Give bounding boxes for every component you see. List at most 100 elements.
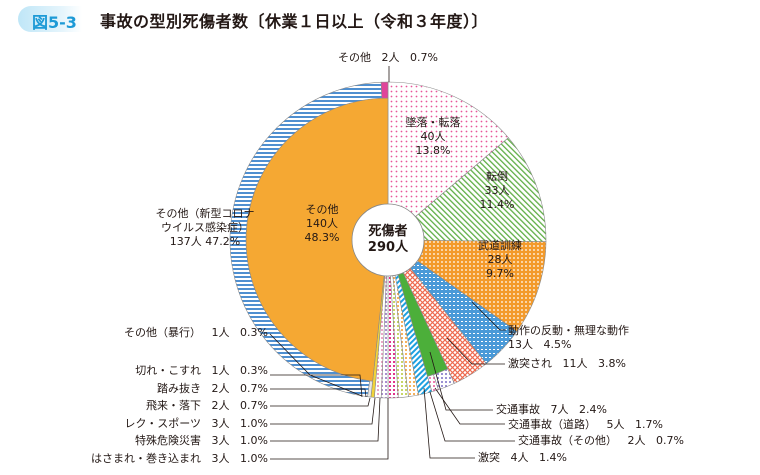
slice-label: 飛来・落下 <box>146 399 202 412</box>
chart-title: 事故の型別死傷者数〔休業１日以上（令和３年度）〕 <box>100 12 489 31</box>
leader-line <box>429 391 515 442</box>
slice-count: 1人 <box>211 364 230 377</box>
slice-count: 2人 <box>211 399 230 412</box>
slice-label: 特殊危険災害 <box>135 434 202 447</box>
label-tumble: 転倒 33人 11.4% <box>480 170 515 212</box>
slice-percent: 2.4% <box>579 403 607 416</box>
slice-percent: 4.5% <box>543 338 572 351</box>
slice-percent: 1.0% <box>240 434 268 447</box>
slice-label: 切れ・こすれ <box>135 364 202 377</box>
slice-count: 137人 <box>169 235 202 248</box>
leader-line <box>423 387 475 459</box>
slice-percent: 9.7% <box>486 267 514 280</box>
label-traffic-other: 交通事故（その他） 2人 0.7% <box>518 434 684 448</box>
slice-percent: 47.2% <box>205 235 241 248</box>
slice-label: その他 <box>305 203 339 216</box>
center-label-total: 290人 <box>367 240 409 255</box>
slice-percent: 1.0% <box>240 452 268 465</box>
slice-label: はさまれ・巻き込まれ <box>91 452 202 465</box>
figure-number-badge: 図5-3 <box>18 6 82 32</box>
slice-label: 交通事故（その他） <box>518 434 617 447</box>
slice-label: その他 <box>338 51 372 64</box>
label-recreation: レク・スポーツ 3人 1.0% <box>124 417 268 431</box>
label-traffic: 交通事故 7人 2.4% <box>496 403 607 417</box>
leader-line <box>471 301 506 331</box>
label-special-hazard: 特殊危険災害 3人 1.0% <box>135 434 268 448</box>
slice-percent: 13.8% <box>415 144 451 157</box>
slice-percent: 0.3% <box>240 364 268 377</box>
slice-percent: 1.7% <box>635 418 663 431</box>
slice-percent: 1.0% <box>240 417 268 430</box>
slice-label: 激突 <box>478 451 500 464</box>
slice-count: 140人 <box>305 217 338 230</box>
slice-count: 3人 <box>211 434 230 447</box>
label-fall: 墜落・転落 40人 13.8% <box>406 116 461 158</box>
slice-count: 11人 <box>562 357 588 370</box>
center-label-line1: 死傷者 <box>368 224 408 239</box>
label-other: その他 140人 48.3% <box>305 203 340 245</box>
slice-count: 2人 <box>381 51 400 64</box>
label-caught-in: はさまれ・巻き込まれ 3人 1.0% <box>91 452 268 466</box>
slice-count: 7人 <box>550 403 569 416</box>
leader-line <box>269 333 363 397</box>
slice-label: 交通事故（道路） <box>508 418 596 431</box>
slice-count: 2人 <box>211 382 230 395</box>
slice-percent: 0.3% <box>240 326 268 339</box>
leader-line <box>270 388 367 398</box>
slice-count: 40人 <box>420 130 446 143</box>
slice-count: 33人 <box>484 184 510 197</box>
label-step-through: 踏み抜き 2人 0.7% <box>157 382 268 396</box>
pie-slice <box>387 239 547 332</box>
slice-label: 激突され <box>508 357 552 370</box>
slice-count: 28人 <box>487 253 513 266</box>
figure-number: 図5-3 <box>32 13 77 32</box>
slice-label: 武道訓練 <box>478 239 522 252</box>
leader-line <box>270 398 389 460</box>
label-collision: 激突 4人 1.4% <box>478 451 567 465</box>
label-other-violence: その他（暴行） 1人 0.3% <box>124 326 268 340</box>
slice-count: 2人 <box>627 434 646 447</box>
leader-line <box>446 337 505 365</box>
slice-percent: 3.8% <box>598 357 626 370</box>
slice-label: 転倒 <box>485 170 508 183</box>
slice-percent: 1.4% <box>539 451 567 464</box>
center-hole <box>351 203 425 277</box>
slice-label-line2: ウイルス感染症） <box>161 221 249 234</box>
leader-line <box>434 387 505 425</box>
label-martial-arts: 武道訓練 28人 9.7% <box>478 239 522 281</box>
label-cut: 切れ・こすれ 1人 0.3% <box>135 364 268 378</box>
center-label: 死傷者 290人 <box>368 224 408 256</box>
slice-label: 墜落・転落 <box>405 116 461 129</box>
slice-percent: 48.3% <box>304 231 340 244</box>
leader-line <box>429 351 493 411</box>
slice-count: 5人 <box>606 418 625 431</box>
slice-percent: 0.7% <box>656 434 684 447</box>
slice-label: 動作の反動・無理な動作 <box>508 324 629 337</box>
slice-percent: 0.7% <box>240 382 268 395</box>
slice-count: 4人 <box>510 451 529 464</box>
slice-count: 13人 <box>508 338 533 351</box>
slice-percent: 0.7% <box>240 399 268 412</box>
slice-label: その他（暴行） <box>124 326 202 339</box>
leader-line <box>270 397 381 442</box>
slice-label: 踏み抜き <box>157 382 202 395</box>
pie-slice <box>387 137 547 243</box>
label-traffic-road: 交通事故（道路） 5人 1.7% <box>508 418 663 432</box>
leader-line <box>270 397 376 425</box>
label-flying-object: 飛来・落下 2人 0.7% <box>146 399 268 413</box>
pie-sub-slice <box>380 81 389 99</box>
slice-label: レク・スポーツ <box>124 417 202 430</box>
label-overexertion: 動作の反動・無理な動作 13人 4.5% <box>508 324 629 352</box>
label-struck-by: 激突され 11人 3.8% <box>508 357 626 371</box>
slice-percent: 0.7% <box>410 51 438 64</box>
leader-line <box>270 397 371 407</box>
pie-slice <box>387 81 509 241</box>
slice-label-line1: その他（新型コロナ <box>155 207 255 220</box>
slice-label: 交通事故 <box>496 403 540 416</box>
label-other-misc: その他 2人 0.7% <box>338 51 438 65</box>
slice-percent: 11.4% <box>479 198 515 211</box>
leader-line <box>270 374 363 398</box>
label-covid: その他（新型コロナ ウイルス感染症） 137人 47.2% <box>156 207 255 249</box>
slice-count: 3人 <box>211 452 230 465</box>
